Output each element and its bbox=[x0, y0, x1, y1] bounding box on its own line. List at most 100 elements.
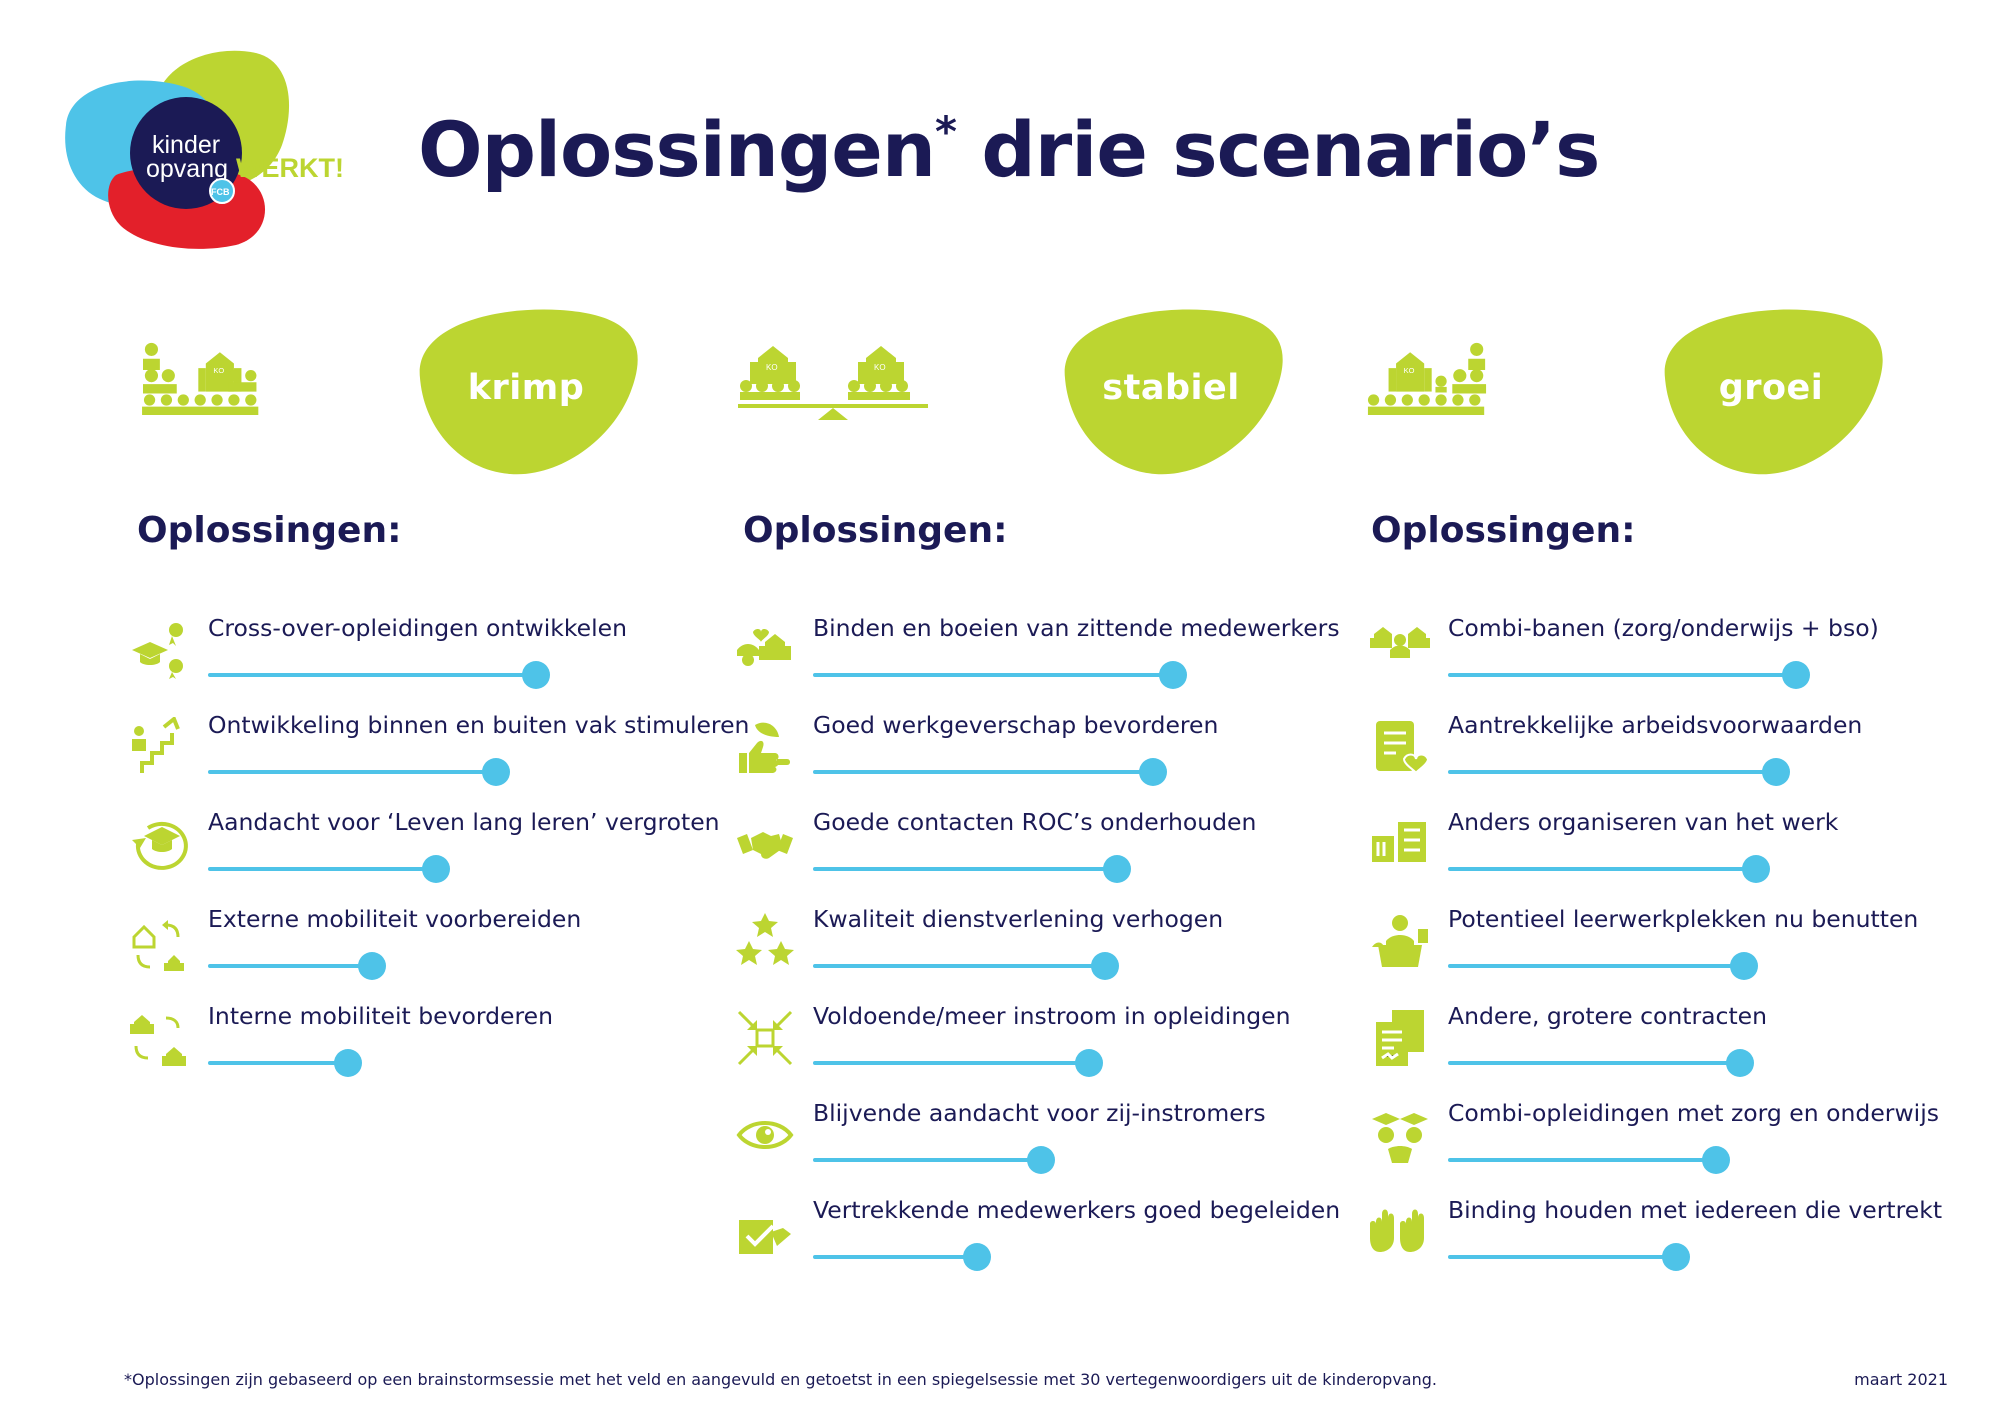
solution-item: Andere, grotere contracten bbox=[1370, 1002, 2000, 1088]
solution-label: Goede contacten ROC’s onderhouden bbox=[813, 808, 1257, 836]
slider-knob bbox=[358, 952, 386, 980]
combined-education-icon bbox=[1372, 1113, 1428, 1163]
waving-hands-icon bbox=[1370, 1209, 1424, 1252]
slider-knob bbox=[1726, 1049, 1754, 1077]
solution-label: Kwaliteit dienstverlening verhogen bbox=[813, 905, 1224, 933]
solution-label: Goed werkgeverschap bevorderen bbox=[813, 711, 1219, 739]
solution-item: Aantrekkelijke arbeidsvoorwaarden bbox=[1370, 711, 2000, 797]
solution-item: Aandacht voor ‘Leven lang leren’ vergrot… bbox=[130, 808, 770, 894]
solution-label: Blijvende aandacht voor zij-instromers bbox=[813, 1099, 1266, 1127]
solution-label: Combi-opleidingen met zorg en onderwijs bbox=[1448, 1099, 1939, 1127]
slider-knob bbox=[1662, 1243, 1690, 1271]
level-slider bbox=[1448, 1145, 1730, 1175]
solution-item: Anders organiseren van het werk bbox=[1370, 808, 2000, 894]
solution-item: Blijvende aandacht voor zij-instromers bbox=[735, 1099, 1375, 1185]
slider-knob bbox=[1730, 952, 1758, 980]
level-slider bbox=[208, 660, 550, 690]
solution-label: Aandacht voor ‘Leven lang leren’ vergrot… bbox=[208, 808, 720, 836]
level-slider bbox=[813, 854, 1131, 884]
logo-badge-text: FCB bbox=[211, 187, 230, 197]
organize-work-icon bbox=[1372, 822, 1426, 862]
slider-knob bbox=[1702, 1146, 1730, 1174]
external-mobility-icon bbox=[132, 920, 184, 971]
contracts-icon bbox=[1376, 1010, 1424, 1066]
scenario-badge-krimp: krimp bbox=[410, 308, 642, 476]
slider-knob bbox=[1139, 758, 1167, 786]
lifelong-learning-icon bbox=[132, 821, 188, 870]
solution-label: Anders organiseren van het werk bbox=[1448, 808, 1839, 836]
contract-heart-icon bbox=[1376, 721, 1430, 774]
level-slider bbox=[1448, 660, 1810, 690]
level-slider bbox=[1448, 951, 1758, 981]
level-slider bbox=[813, 1242, 991, 1272]
scenario-label-stabiel: stabiel bbox=[1102, 368, 1240, 408]
scenario-label-groei: groei bbox=[1718, 368, 1824, 408]
graduation-cap-certificates-icon bbox=[132, 623, 183, 679]
solution-item: Goede contacten ROC’s onderhouden bbox=[735, 808, 1375, 894]
combined-jobs-icon bbox=[1370, 627, 1430, 658]
svg-text:KO: KO bbox=[1404, 366, 1415, 375]
solution-label: Interne mobiliteit bevorderen bbox=[208, 1002, 554, 1030]
level-slider bbox=[813, 1145, 1055, 1175]
career-stairs-icon bbox=[132, 717, 180, 773]
slider-knob bbox=[1159, 661, 1187, 689]
slider-knob bbox=[1742, 855, 1770, 883]
solution-label: Cross-over-opleidingen ontwikkelen bbox=[208, 614, 627, 642]
solutions-heading-stabiel: Oplossingen: bbox=[743, 510, 1008, 551]
svg-text:KO: KO bbox=[766, 363, 778, 372]
page-title: Oplossingen* drie scenario’s bbox=[418, 105, 1600, 194]
slider-knob bbox=[482, 758, 510, 786]
solutions-heading-groei: Oplossingen: bbox=[1371, 510, 1636, 551]
solution-item: Cross-over-opleidingen ontwikkelen bbox=[130, 614, 770, 700]
slider-knob bbox=[1091, 952, 1119, 980]
solution-item: Voldoende/meer instroom in opleidingen bbox=[735, 1002, 1375, 1088]
svg-text:KO: KO bbox=[213, 366, 224, 375]
solution-label: Aantrekkelijke arbeidsvoorwaarden bbox=[1448, 711, 1863, 739]
solution-item: Externe mobiliteit voorbereiden bbox=[130, 905, 770, 991]
slider-knob bbox=[963, 1243, 991, 1271]
level-slider bbox=[1448, 1242, 1690, 1272]
solution-label: Andere, grotere contracten bbox=[1448, 1002, 1768, 1030]
scenario-column-krimp: KO krimp Oplossingen: Cross-over-opleidi… bbox=[130, 300, 750, 1300]
solution-label: Combi-banen (zorg/onderwijs + bso) bbox=[1448, 614, 1879, 642]
scenario-label-krimp: krimp bbox=[467, 368, 585, 408]
handshake-icon bbox=[737, 832, 793, 859]
solution-item: Interne mobiliteit bevorderen bbox=[130, 1002, 770, 1088]
inflow-arrows-icon bbox=[737, 1010, 793, 1066]
scenario-column-groei: KO groei Oplossingen: Combi-banen (zorg/… bbox=[1350, 300, 1970, 1300]
internal-mobility-icon bbox=[130, 1015, 186, 1066]
solution-item: Kwaliteit dienstverlening verhogen bbox=[735, 905, 1375, 991]
eye-icon bbox=[736, 1121, 794, 1149]
solution-label: Potentieel leerwerkplekken nu benutten bbox=[1448, 905, 1919, 933]
level-slider bbox=[1448, 854, 1770, 884]
solution-item: Binden en boeien van zittende medewerker… bbox=[735, 614, 1375, 700]
solution-item: Binding houden met iedereen die vertrekt bbox=[1370, 1196, 2000, 1282]
solution-item: Goed werkgeverschap bevorderen bbox=[735, 711, 1375, 797]
level-slider bbox=[813, 951, 1119, 981]
level-slider bbox=[813, 660, 1187, 690]
growing-workforce-icon: KO bbox=[1367, 342, 1487, 415]
logo-werkt-text: WERKT! bbox=[236, 153, 344, 183]
level-slider bbox=[813, 1048, 1103, 1078]
traineeship-icon bbox=[1372, 915, 1428, 967]
solution-item: Combi-banen (zorg/onderwijs + bso) bbox=[1370, 614, 2000, 700]
staff-retention-icon bbox=[737, 629, 791, 666]
logo-kinder-text: kinder bbox=[152, 131, 220, 159]
checked-box-icon bbox=[739, 1220, 791, 1254]
level-slider bbox=[208, 951, 386, 981]
solution-label: Externe mobiliteit voorbereiden bbox=[208, 905, 582, 933]
level-slider bbox=[813, 757, 1167, 787]
scenario-column-stabiel: KO KO stabiel Oplossingen: Binden en boe… bbox=[730, 300, 1350, 1300]
level-slider bbox=[1448, 1048, 1754, 1078]
scenario-badge-groei: groei bbox=[1655, 308, 1887, 476]
level-slider bbox=[208, 854, 450, 884]
slider-knob bbox=[1762, 758, 1790, 786]
slider-knob bbox=[522, 661, 550, 689]
footnote: *Oplossingen zijn gebaseerd op een brain… bbox=[124, 1370, 1437, 1389]
stars-icon bbox=[736, 913, 794, 965]
slider-knob bbox=[422, 855, 450, 883]
thumbs-up-icon bbox=[739, 722, 790, 773]
solution-label: Vertrekkende medewerkers goed begeleiden bbox=[813, 1196, 1341, 1224]
logo-opvang-text: opvang bbox=[146, 155, 228, 183]
svg-text:KO: KO bbox=[874, 363, 886, 372]
